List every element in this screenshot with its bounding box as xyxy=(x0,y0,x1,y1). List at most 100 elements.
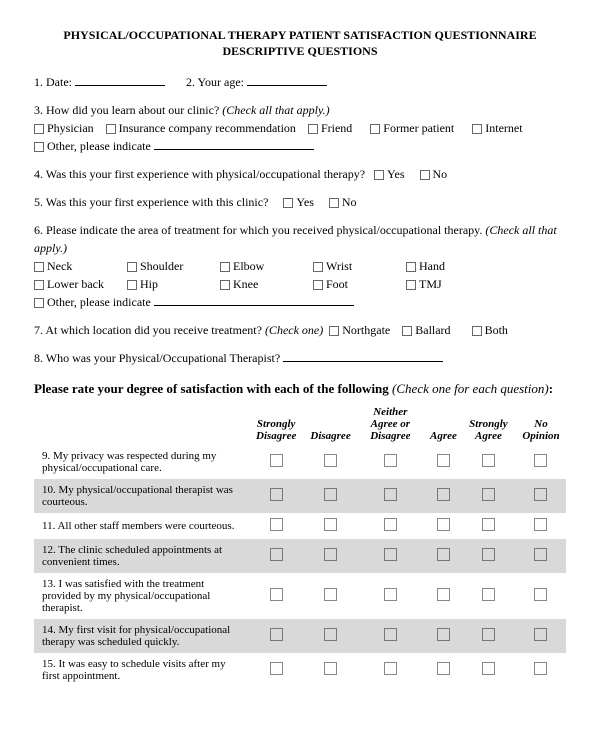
r13-c5-checkbox[interactable] xyxy=(482,588,495,601)
section-head-text: Please rate your degree of satisfaction … xyxy=(34,381,389,396)
q3-insurance-checkbox[interactable] xyxy=(106,124,116,134)
q7-ballard-checkbox[interactable] xyxy=(402,326,412,336)
q6-other-checkbox[interactable] xyxy=(34,298,44,308)
q3-friend-checkbox[interactable] xyxy=(308,124,318,134)
q6-hand-checkbox[interactable] xyxy=(406,262,416,272)
q6-lowerback: Lower back xyxy=(47,277,104,291)
age-blank[interactable] xyxy=(247,74,327,86)
r15-c6-checkbox[interactable] xyxy=(534,662,547,675)
q3-former-checkbox[interactable] xyxy=(370,124,380,134)
q3-friend: Friend xyxy=(321,121,352,135)
r9-c2-checkbox[interactable] xyxy=(324,454,337,467)
q6-wrist-checkbox[interactable] xyxy=(313,262,323,272)
r10-c1-checkbox[interactable] xyxy=(270,488,283,501)
r14-c1-checkbox[interactable] xyxy=(270,628,283,641)
r13-c2-checkbox[interactable] xyxy=(324,588,337,601)
r9-c1-checkbox[interactable] xyxy=(270,454,283,467)
r10-c4-checkbox[interactable] xyxy=(437,488,450,501)
col-agree: Agree xyxy=(426,403,461,445)
q6-other-blank[interactable] xyxy=(154,294,354,306)
q6-elbow-checkbox[interactable] xyxy=(220,262,230,272)
date-blank[interactable] xyxy=(75,74,165,86)
r13-c3-checkbox[interactable] xyxy=(384,588,397,601)
r12-c3-checkbox[interactable] xyxy=(384,548,397,561)
r14-c6-checkbox[interactable] xyxy=(534,628,547,641)
r9-c3-checkbox[interactable] xyxy=(384,454,397,467)
rating-row-9: 9. My privacy was respected during my ph… xyxy=(34,445,566,479)
col-neither: Neither Agree or Disagree xyxy=(355,403,426,445)
r15-c5-checkbox[interactable] xyxy=(482,662,495,675)
q6-neck-checkbox[interactable] xyxy=(34,262,44,272)
r11-c1-checkbox[interactable] xyxy=(270,518,283,531)
r10-c3-checkbox[interactable] xyxy=(384,488,397,501)
r14-c4-checkbox[interactable] xyxy=(437,628,450,641)
title-line-2: DESCRIPTIVE QUESTIONS xyxy=(222,44,377,58)
q6-knee-checkbox[interactable] xyxy=(220,280,230,290)
q6-tmj: TMJ xyxy=(419,277,442,291)
q6-tmj-checkbox[interactable] xyxy=(406,280,416,290)
q3-hint: (Check all that apply.) xyxy=(222,103,329,117)
q6-lowerback-checkbox[interactable] xyxy=(34,280,44,290)
r12-c5-checkbox[interactable] xyxy=(482,548,495,561)
r12-c4-checkbox[interactable] xyxy=(437,548,450,561)
rating-row-12: 12. The clinic scheduled appointments at… xyxy=(34,539,566,573)
r15-c4-checkbox[interactable] xyxy=(437,662,450,675)
q6-shoulder-checkbox[interactable] xyxy=(127,262,137,272)
q3-insurance: Insurance company recommendation xyxy=(119,121,296,135)
r15-c2-checkbox[interactable] xyxy=(324,662,337,675)
q4-yes-checkbox[interactable] xyxy=(374,170,384,180)
r11-c2-checkbox[interactable] xyxy=(324,518,337,531)
q7-both-checkbox[interactable] xyxy=(472,326,482,336)
section-colon: : xyxy=(549,381,553,396)
q8-label: 8. Who was your Physical/Occupational Th… xyxy=(34,351,280,365)
r15-c3-checkbox[interactable] xyxy=(384,662,397,675)
r14-c3-checkbox[interactable] xyxy=(384,628,397,641)
r9-c5-checkbox[interactable] xyxy=(482,454,495,467)
q6-elbow: Elbow xyxy=(233,259,264,273)
q5-label: 5. Was this your first experience with t… xyxy=(34,195,268,209)
r9-c4-checkbox[interactable] xyxy=(437,454,450,467)
row14-text: 14. My first visit for physical/occupati… xyxy=(34,619,246,653)
q7-hint: (Check one) xyxy=(265,323,323,337)
row13-text: 13. I was satisfied with the treatment p… xyxy=(34,573,246,619)
r12-c6-checkbox[interactable] xyxy=(534,548,547,561)
q8-blank[interactable] xyxy=(283,350,443,362)
r12-c1-checkbox[interactable] xyxy=(270,548,283,561)
q6-label: 6. Please indicate the area of treatment… xyxy=(34,223,482,237)
r11-c3-checkbox[interactable] xyxy=(384,518,397,531)
r9-c6-checkbox[interactable] xyxy=(534,454,547,467)
r14-c2-checkbox[interactable] xyxy=(324,628,337,641)
r13-c1-checkbox[interactable] xyxy=(270,588,283,601)
r15-c1-checkbox[interactable] xyxy=(270,662,283,675)
q3-internet: Internet xyxy=(485,121,522,135)
q6-shoulder: Shoulder xyxy=(140,259,183,273)
r10-c5-checkbox[interactable] xyxy=(482,488,495,501)
r11-c4-checkbox[interactable] xyxy=(437,518,450,531)
r10-c6-checkbox[interactable] xyxy=(534,488,547,501)
q4-yes: Yes xyxy=(387,167,404,181)
r11-c5-checkbox[interactable] xyxy=(482,518,495,531)
r10-c2-checkbox[interactable] xyxy=(324,488,337,501)
r14-c5-checkbox[interactable] xyxy=(482,628,495,641)
q6-hip-checkbox[interactable] xyxy=(127,280,137,290)
q3-internet-checkbox[interactable] xyxy=(472,124,482,134)
q7-northgate-checkbox[interactable] xyxy=(329,326,339,336)
q3-label: 3. How did you learn about our clinic? xyxy=(34,103,219,117)
r12-c2-checkbox[interactable] xyxy=(324,548,337,561)
q3-other-blank[interactable] xyxy=(154,138,314,150)
q6-foot-checkbox[interactable] xyxy=(313,280,323,290)
col-strongly-agree: Strongly Agree xyxy=(461,403,516,445)
r13-c6-checkbox[interactable] xyxy=(534,588,547,601)
q3-physician-checkbox[interactable] xyxy=(34,124,44,134)
row15-text: 15. It was easy to schedule visits after… xyxy=(34,653,246,687)
q5-yes-checkbox[interactable] xyxy=(283,198,293,208)
r13-c4-checkbox[interactable] xyxy=(437,588,450,601)
q3-other-checkbox[interactable] xyxy=(34,142,44,152)
rating-section-head: Please rate your degree of satisfaction … xyxy=(34,381,566,397)
r11-c6-checkbox[interactable] xyxy=(534,518,547,531)
q4-no-checkbox[interactable] xyxy=(420,170,430,180)
q5: 5. Was this your first experience with t… xyxy=(34,193,566,211)
q6-other: Other, please indicate xyxy=(47,295,151,309)
q2-label: 2. Your age: xyxy=(186,75,244,89)
q5-no-checkbox[interactable] xyxy=(329,198,339,208)
